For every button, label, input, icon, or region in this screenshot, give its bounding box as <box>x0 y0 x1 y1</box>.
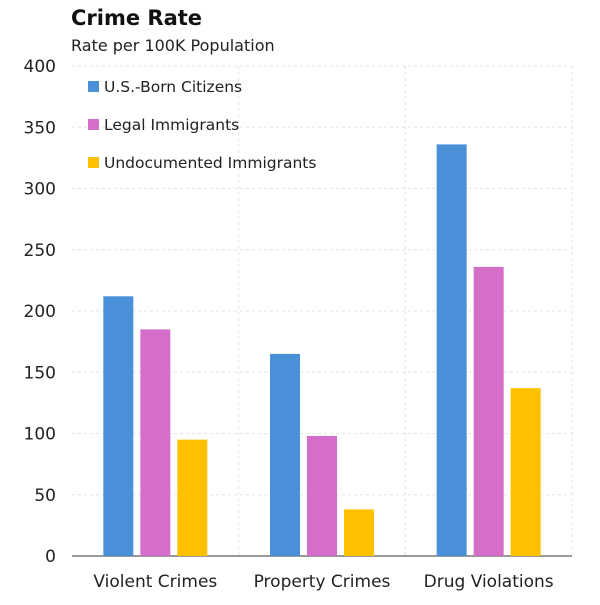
legend-swatch <box>88 157 99 168</box>
bar-undocumented-immigrants-2 <box>510 388 541 556</box>
chart-title: Crime Rate <box>71 6 203 30</box>
x-tick-label: Property Crimes <box>254 572 391 592</box>
legend-label: Legal Immigrants <box>104 116 239 134</box>
y-tick-label: 350 <box>24 118 56 138</box>
bar-undocumented-immigrants-1 <box>344 509 374 556</box>
y-tick-label: 0 <box>45 547 56 567</box>
legend-swatch <box>88 119 99 130</box>
bar-legal-immigrants-2 <box>473 266 504 556</box>
chart-subtitle: Rate per 100K Population <box>71 36 275 55</box>
y-tick-label: 100 <box>24 425 56 445</box>
y-tick-label: 300 <box>24 180 56 200</box>
y-tick-label: 150 <box>24 363 56 383</box>
x-tick-label: Drug Violations <box>424 572 554 592</box>
bar-u-s-born-citizens-1 <box>270 353 300 556</box>
y-tick-label: 400 <box>24 57 56 77</box>
y-tick-label: 50 <box>34 486 56 506</box>
legend-label: Undocumented Immigrants <box>104 154 316 172</box>
bar-u-s-born-citizens-2 <box>436 144 467 556</box>
bar-undocumented-immigrants-0 <box>177 439 208 556</box>
y-tick-label: 200 <box>24 302 56 322</box>
x-tick-label: Violent Crimes <box>93 572 217 592</box>
bar-u-s-born-citizens-0 <box>103 296 134 556</box>
legend-label: U.S.-Born Citizens <box>104 78 242 96</box>
legend-swatch <box>88 81 99 92</box>
bar-legal-immigrants-0 <box>140 329 171 556</box>
y-tick-label: 250 <box>24 241 56 261</box>
bar-legal-immigrants-1 <box>307 435 337 556</box>
